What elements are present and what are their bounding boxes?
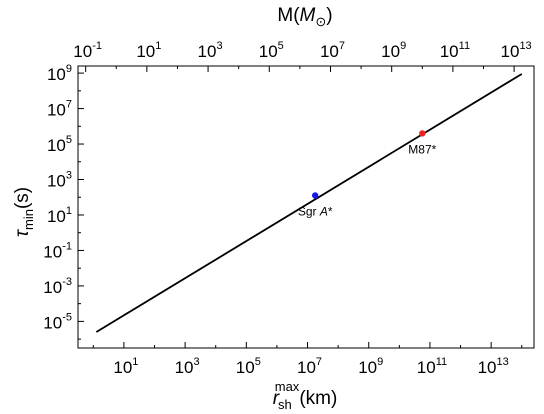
top-tick-label: 107 bbox=[320, 40, 345, 61]
y-tick-label: 10-5 bbox=[43, 311, 72, 332]
x-axis-title: rshmax(km) bbox=[273, 379, 338, 412]
x-tick-label: 103 bbox=[175, 356, 200, 377]
x-tick-label: 109 bbox=[358, 356, 383, 377]
ticks bbox=[78, 66, 523, 348]
y-tick-label: 101 bbox=[47, 205, 72, 226]
y-tick-label: 103 bbox=[47, 170, 72, 191]
data-points: Sgr A* M87* bbox=[298, 130, 437, 218]
y-tick-label: 10-1 bbox=[43, 240, 72, 261]
y-tick-label: 10-3 bbox=[43, 276, 72, 297]
x-tick-label: 107 bbox=[297, 356, 322, 377]
data-point bbox=[311, 192, 319, 199]
top-tick-label: 109 bbox=[381, 40, 406, 61]
top-axis-title: M(M⊙) bbox=[277, 5, 332, 29]
top-tick-label: 1013 bbox=[501, 40, 532, 61]
x-tick-label: 1013 bbox=[478, 356, 509, 377]
y-tick-label: 107 bbox=[47, 99, 72, 120]
point-label: Sgr A* bbox=[298, 204, 333, 218]
top-tick-label: 1011 bbox=[440, 40, 470, 61]
x-tick-label: 1011 bbox=[417, 356, 447, 377]
series-line bbox=[95, 73, 523, 333]
tick-labels: 101 103 105 107 109 1011 1013 10-5 10-3 10-1 101 10… bbox=[43, 40, 531, 377]
top-tick-label: 105 bbox=[259, 40, 284, 61]
y-tick-label: 109 bbox=[47, 63, 72, 84]
top-tick-label: 101 bbox=[136, 40, 161, 61]
top-tick-label: 103 bbox=[198, 40, 223, 61]
data-point bbox=[419, 130, 426, 137]
point-label: M87* bbox=[408, 142, 436, 156]
plot-frame bbox=[77, 65, 535, 349]
top-tick-label: 10-1 bbox=[73, 40, 102, 61]
y-axis-title: τmin(s) bbox=[12, 187, 36, 237]
x-tick-label: 101 bbox=[113, 356, 138, 377]
x-tick-label: 105 bbox=[236, 356, 261, 377]
y-tick-label: 105 bbox=[47, 134, 72, 155]
